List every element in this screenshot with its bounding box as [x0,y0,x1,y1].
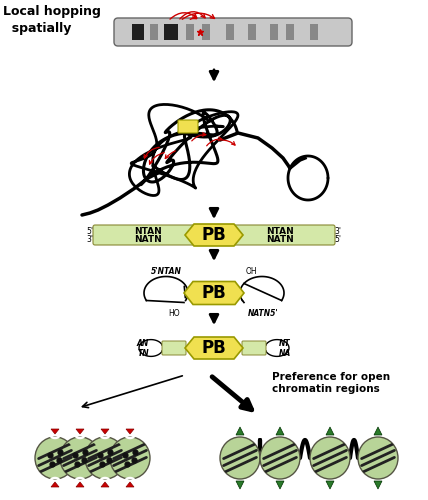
Polygon shape [326,481,334,489]
FancyArrowPatch shape [149,152,164,164]
FancyArrowPatch shape [165,151,175,158]
Ellipse shape [220,437,260,479]
Text: NT: NT [279,340,291,348]
Polygon shape [276,481,284,489]
FancyArrowPatch shape [192,133,206,141]
Polygon shape [184,282,244,304]
Polygon shape [76,482,84,487]
Text: NTAN: NTAN [134,228,162,236]
Polygon shape [236,427,244,435]
Text: 5'NTAN: 5'NTAN [151,266,182,276]
Polygon shape [101,482,109,487]
Polygon shape [374,427,382,435]
Bar [132,24,144,40]
Text: NATN: NATN [134,236,162,244]
FancyArrowPatch shape [221,140,235,145]
FancyBboxPatch shape [93,225,335,245]
Ellipse shape [85,437,125,479]
Text: 5': 5' [86,226,93,235]
Text: NATN5': NATN5' [248,310,279,318]
Bar [150,24,158,40]
Ellipse shape [310,437,350,479]
Ellipse shape [35,437,75,479]
FancyBboxPatch shape [178,120,198,133]
Bar [186,24,194,40]
Polygon shape [276,427,284,435]
Bar [286,24,294,40]
Polygon shape [236,481,244,489]
FancyBboxPatch shape [242,341,266,355]
FancyArrowPatch shape [182,13,214,20]
Text: 3': 3' [86,234,93,244]
Bar [164,24,178,40]
Text: NATN: NATN [266,236,294,244]
Polygon shape [126,482,134,487]
Text: Local hopping
  spatially: Local hopping spatially [3,5,101,35]
FancyBboxPatch shape [162,341,186,355]
Polygon shape [185,337,243,359]
Polygon shape [126,429,134,434]
Bar [270,24,278,40]
Polygon shape [51,482,59,487]
Polygon shape [76,429,84,434]
Ellipse shape [60,437,100,479]
Polygon shape [185,224,243,246]
Ellipse shape [110,437,150,479]
Text: HO: HO [168,310,180,318]
Text: PB: PB [202,339,226,357]
FancyArrowPatch shape [144,148,159,158]
Polygon shape [51,429,59,434]
Text: PB: PB [202,284,226,302]
FancyArrowPatch shape [170,12,197,19]
Polygon shape [101,429,109,434]
FancyBboxPatch shape [114,18,352,46]
Text: TN: TN [137,348,149,358]
FancyArrowPatch shape [190,15,196,20]
Text: PB: PB [202,226,226,244]
Polygon shape [326,427,334,435]
Text: NTAN: NTAN [266,228,294,236]
Text: 5': 5' [334,234,341,244]
Text: 3': 3' [334,226,341,235]
Ellipse shape [260,437,300,479]
FancyArrowPatch shape [180,12,205,19]
FancyArrowPatch shape [207,137,222,146]
Bar [248,24,256,40]
Bar [226,24,234,40]
Ellipse shape [358,437,398,479]
Polygon shape [374,481,382,489]
Text: AN: AN [137,340,149,348]
Text: NA: NA [279,348,291,358]
Bar [202,24,210,40]
Text: OH: OH [246,266,258,276]
Bar [310,24,318,40]
Text: Preference for open
chromatin regions: Preference for open chromatin regions [272,372,390,394]
